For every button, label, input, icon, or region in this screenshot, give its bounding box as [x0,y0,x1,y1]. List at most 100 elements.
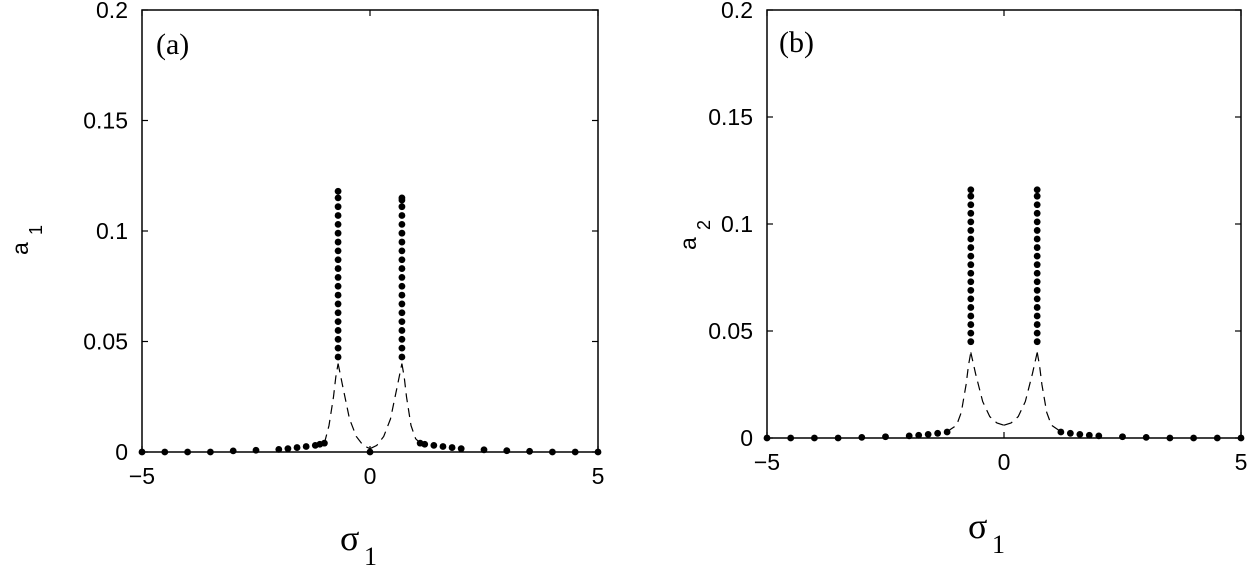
panel-a-stable-point [334,194,342,202]
panel-b-stable-point [967,244,975,251]
panel-b-stable-point [967,269,975,277]
panel-b-stable-point [1033,252,1041,260]
panel-a-ylabel-group: a 1 [7,225,46,255]
panel-b-ytick-label: 0.15 [708,104,753,130]
panel-a-stable-point [334,335,342,343]
panel-a-stable-point [161,448,169,456]
panel-a-stable-point [398,203,406,211]
panel-b-stable-point [967,186,975,194]
panel-b-xlabel: σ [968,506,987,546]
panel-b-label: (b) [779,26,814,59]
panel-a-stable-point [334,203,342,211]
panel-a-stable-point [334,300,342,308]
panel-b-stable-point [967,304,975,311]
panel-a: 00.050.10.150.2 −5 0 5 (a) σ 1 a 1 [7,0,604,571]
panel-a-stable-point [207,448,214,456]
panel-b-stable-point [1033,338,1041,346]
panel-b-stable-point [1033,321,1041,328]
panel-a-unstable-branch [323,363,339,444]
panel-a-stable-point [398,229,406,237]
panel-a-stable-point [321,439,328,447]
panel-b-stable-point [1057,428,1065,436]
panel-a-stable-point [334,291,342,299]
panel-a-stable-point [398,344,406,352]
panel-a-xtick-label: 5 [592,463,605,489]
panel-b-stable-point [1033,329,1041,337]
panel-b-unstable-branch [1036,352,1062,433]
panel-b-stable-point [1033,261,1041,269]
panel-a-ytick-label: 0.05 [83,329,128,355]
panel-a-stable-point [398,265,406,272]
panel-a-stable-point [398,274,406,281]
panel-a-stable-point [398,335,406,343]
panel-b-ytick-label: 0.1 [721,211,753,237]
panel-b-x-ticks: −5 0 5 [754,10,1247,475]
panel-b-stable-point [934,429,942,437]
panel-b-stable-point [763,434,771,442]
panel-a-stable-point [334,327,342,334]
panel-a-stable-point [252,446,260,454]
panel-b-stable-point [967,295,975,303]
panel-b-unstable-branch [970,352,1005,426]
panel-b-stable-point [1119,433,1126,441]
panel-b-ylabel-group: a 2 [675,220,714,250]
panel-a-stable-point [184,448,192,456]
panel-a-stable-point [430,441,438,449]
panel-a-axes-frame [141,9,599,453]
panel-a-stable-point [334,282,342,290]
panel-b-stable-point [858,433,866,441]
panel-a-stable-point [503,447,511,455]
panel-b-stable-point [834,434,842,442]
panel-a-stable-point [398,353,406,361]
panel-a-xlabel-sub: 1 [364,542,377,571]
panel-b-stable-point [967,252,975,260]
panel-b-stable-point [967,286,975,294]
panel-a-ylabel-sub: 1 [26,225,46,235]
panel-b-stable-point [967,261,975,269]
panel-b-stable-point [967,201,975,209]
panel-b-stable-points [763,186,1245,442]
panel-a-stable-point [594,448,602,456]
panel-a-stable-point [398,247,406,255]
panel-b-stable-point [1213,434,1221,442]
panel-b-stable-point [967,321,975,328]
panel-b-ytick-label: 0 [740,425,753,451]
panel-b-xlabel-sub: 1 [992,530,1005,559]
panel-a-stable-point [421,440,429,448]
panel-a-stable-point [334,212,342,219]
panel-b-unstable-branch [946,352,972,433]
panel-b-stable-point [967,312,975,320]
panel-a-xtick-label: 0 [364,463,377,489]
panel-a-stable-point [398,291,406,299]
panel-b-stable-point [967,278,975,286]
panel-b-stable-point [1033,227,1041,234]
panel-a-unstable-branches [323,363,421,450]
panel-a-label: (a) [156,28,189,61]
panel-b-stable-point [967,235,975,243]
panel-a-stable-point [571,448,579,456]
panel-b-stable-point [1190,434,1197,442]
panel-b-stable-point [1033,201,1041,209]
panel-a-stable-point [480,446,488,454]
panel-a-stable-point [398,238,406,246]
panel-a-stable-point [138,448,146,456]
panel-b-stable-point [1033,269,1041,277]
panel-b-stable-point [1033,192,1041,200]
panel-b-stable-point [1166,434,1174,442]
panel-a-unstable-branch [401,363,421,444]
panel-b-stable-point [1033,286,1041,294]
panel-b-stable-point [1033,244,1041,251]
panel-b-unstable-branches [946,352,1062,433]
panel-b-stable-point [1033,295,1041,303]
panel-b-stable-point [1033,209,1041,217]
panel-b-ytick-label: 0.05 [708,318,753,344]
panel-a-stable-point [334,247,342,255]
panel-b-ylabel: a [675,237,701,250]
panel-a-stable-point [549,448,556,456]
panel-b-stable-point [924,430,932,438]
panel-b-stable-point [1033,312,1041,320]
panel-a-stable-point [457,445,465,453]
panel-b-axes-frame [766,9,1242,439]
panel-b-stable-point [967,209,975,217]
